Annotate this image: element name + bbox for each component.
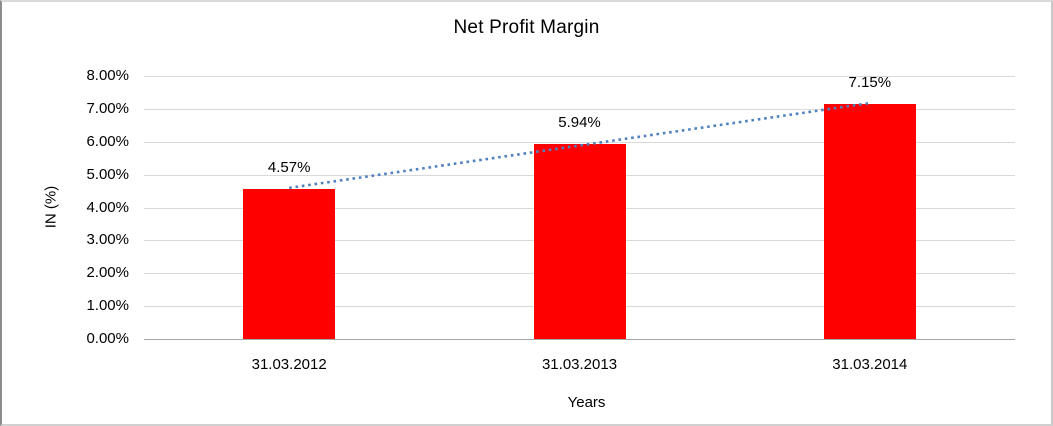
x-axis-tick-label: 31.03.2012 <box>251 356 327 373</box>
y-axis-tick-label: 8.00% <box>86 67 129 84</box>
x-axis-tick-label: 31.03.2013 <box>541 356 618 373</box>
bar <box>243 189 335 339</box>
data-label: 4.57% <box>267 159 311 176</box>
y-axis-tick-label: 4.00% <box>86 199 129 216</box>
x-axis-tick-label: 31.03.2014 <box>832 356 908 373</box>
y-axis-title: IN (%) <box>42 185 60 229</box>
y-axis-tick-label: 6.00% <box>86 133 129 150</box>
y-axis-tick-label: 3.00% <box>86 231 129 248</box>
y-axis-tick-label: 0.00% <box>86 330 129 347</box>
y-axis-tick-label: 2.00% <box>86 264 129 281</box>
chart-title: Net Profit Margin <box>453 17 600 38</box>
bar <box>534 144 626 339</box>
x-axis-line <box>144 339 1015 340</box>
data-label: 5.94% <box>558 114 601 131</box>
y-axis-tick-label: 1.00% <box>86 297 129 314</box>
x-axis-title: Years <box>567 394 606 411</box>
data-label: 7.15% <box>848 74 892 91</box>
y-axis-tick-label: 7.00% <box>86 100 129 117</box>
gridline <box>144 76 1015 77</box>
bar <box>824 104 916 339</box>
y-axis-tick-label: 5.00% <box>86 166 129 183</box>
